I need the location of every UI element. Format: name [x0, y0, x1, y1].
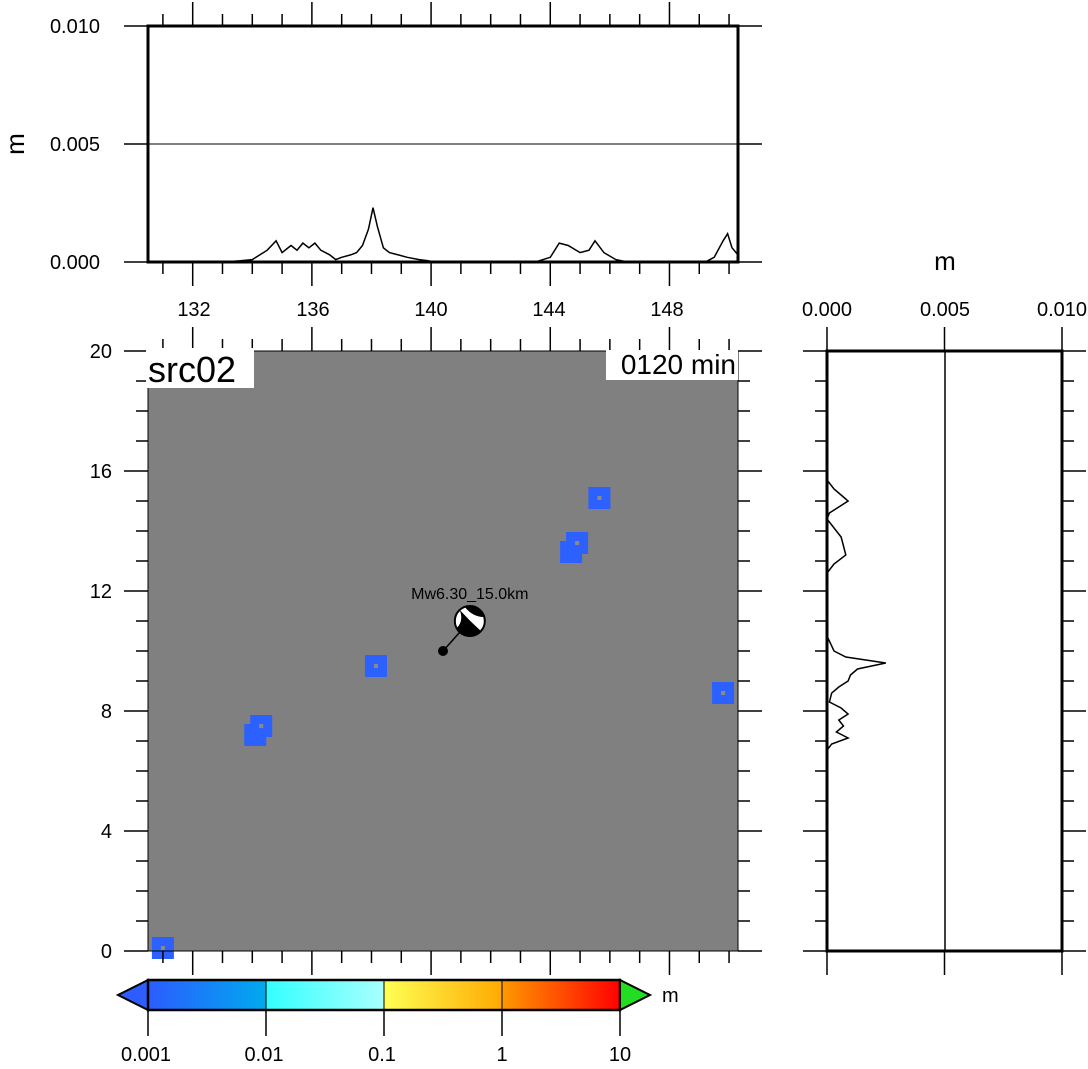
time-label: 0120 min	[621, 349, 736, 380]
right-xlabel: m	[934, 246, 956, 276]
colorbar-bin	[502, 980, 620, 1010]
colorbar: 0.001 0.01 0.1 1 10 m	[115, 978, 679, 1066]
map-ytick-label: 0	[101, 941, 112, 963]
wave-patch-core	[160, 946, 165, 950]
top-ytick-label: 0.005	[50, 134, 100, 156]
wave-patch-core	[721, 691, 726, 695]
colorbar-bin	[384, 980, 502, 1010]
top-xtick-label: 148	[650, 299, 683, 321]
colorbar-tick-label: 0.01	[245, 1044, 284, 1066]
map-ytick-label: 16	[90, 461, 112, 483]
map-ytick-label: 12	[90, 581, 112, 603]
top-xtick-label: 144	[532, 299, 565, 321]
map-ytick-label: 8	[101, 701, 112, 723]
right-xtick-label: 0.005	[920, 299, 970, 321]
source-mechanism: Mw6.30_15.0km	[411, 586, 529, 656]
right-profile-ticks	[803, 327, 1086, 975]
time-box	[606, 350, 738, 380]
beachball-quadrant	[464, 606, 484, 617]
top-ytick-label: 0.000	[50, 252, 100, 274]
right-xtick-label: 0.000	[802, 299, 852, 321]
right-profile-panel: m 0.000 0.005 0.010	[802, 246, 1087, 975]
top-xtick-label: 140	[414, 299, 447, 321]
colorbar-tick-label: 1	[496, 1044, 507, 1066]
wave-patch-core	[373, 664, 378, 668]
epicenter-marker	[438, 646, 448, 656]
top-profile-ticks	[124, 2, 762, 286]
colorbar-tick-label: 0.001	[121, 1044, 171, 1066]
top-xtick-label: 136	[296, 299, 329, 321]
beachball-quadrant	[456, 610, 481, 636]
colorbar-tick-label: 10	[609, 1044, 631, 1066]
colorbar-tick-label: 0.1	[368, 1044, 396, 1066]
right-profile-line	[826, 351, 886, 951]
map-patches	[151, 487, 735, 959]
wave-patch-core	[575, 541, 580, 545]
wave-patch-core	[259, 724, 264, 728]
colorbar-under-triangle	[115, 978, 149, 1012]
map-title: src02	[148, 349, 236, 390]
top-profile-line	[148, 207, 739, 263]
top-profile-panel: 0.010 0.005 0.000 m 132 136 140 144 148	[0, 2, 762, 321]
right-xtick-label: 0.010	[1037, 299, 1087, 321]
colorbar-bin	[266, 980, 384, 1010]
map-panel: src02 0120 min Mw6.30_15.0km 20 16 12 8 …	[90, 327, 762, 975]
map-ticks	[124, 327, 762, 975]
map-ytick-label: 4	[101, 821, 112, 843]
source-label: Mw6.30_15.0km	[411, 586, 528, 603]
colorbar-bin	[148, 980, 266, 1010]
colorbar-over-triangle	[619, 978, 653, 1012]
colorbar-unit: m	[662, 985, 679, 1007]
title-box	[146, 348, 254, 388]
map-ytick-label: 20	[90, 341, 112, 363]
beachball-icon	[453, 605, 486, 637]
wave-patch-core	[597, 496, 602, 500]
top-xtick-label: 132	[177, 299, 210, 321]
top-ytick-label: 0.010	[50, 16, 100, 38]
top-ylabel: m	[0, 133, 30, 155]
